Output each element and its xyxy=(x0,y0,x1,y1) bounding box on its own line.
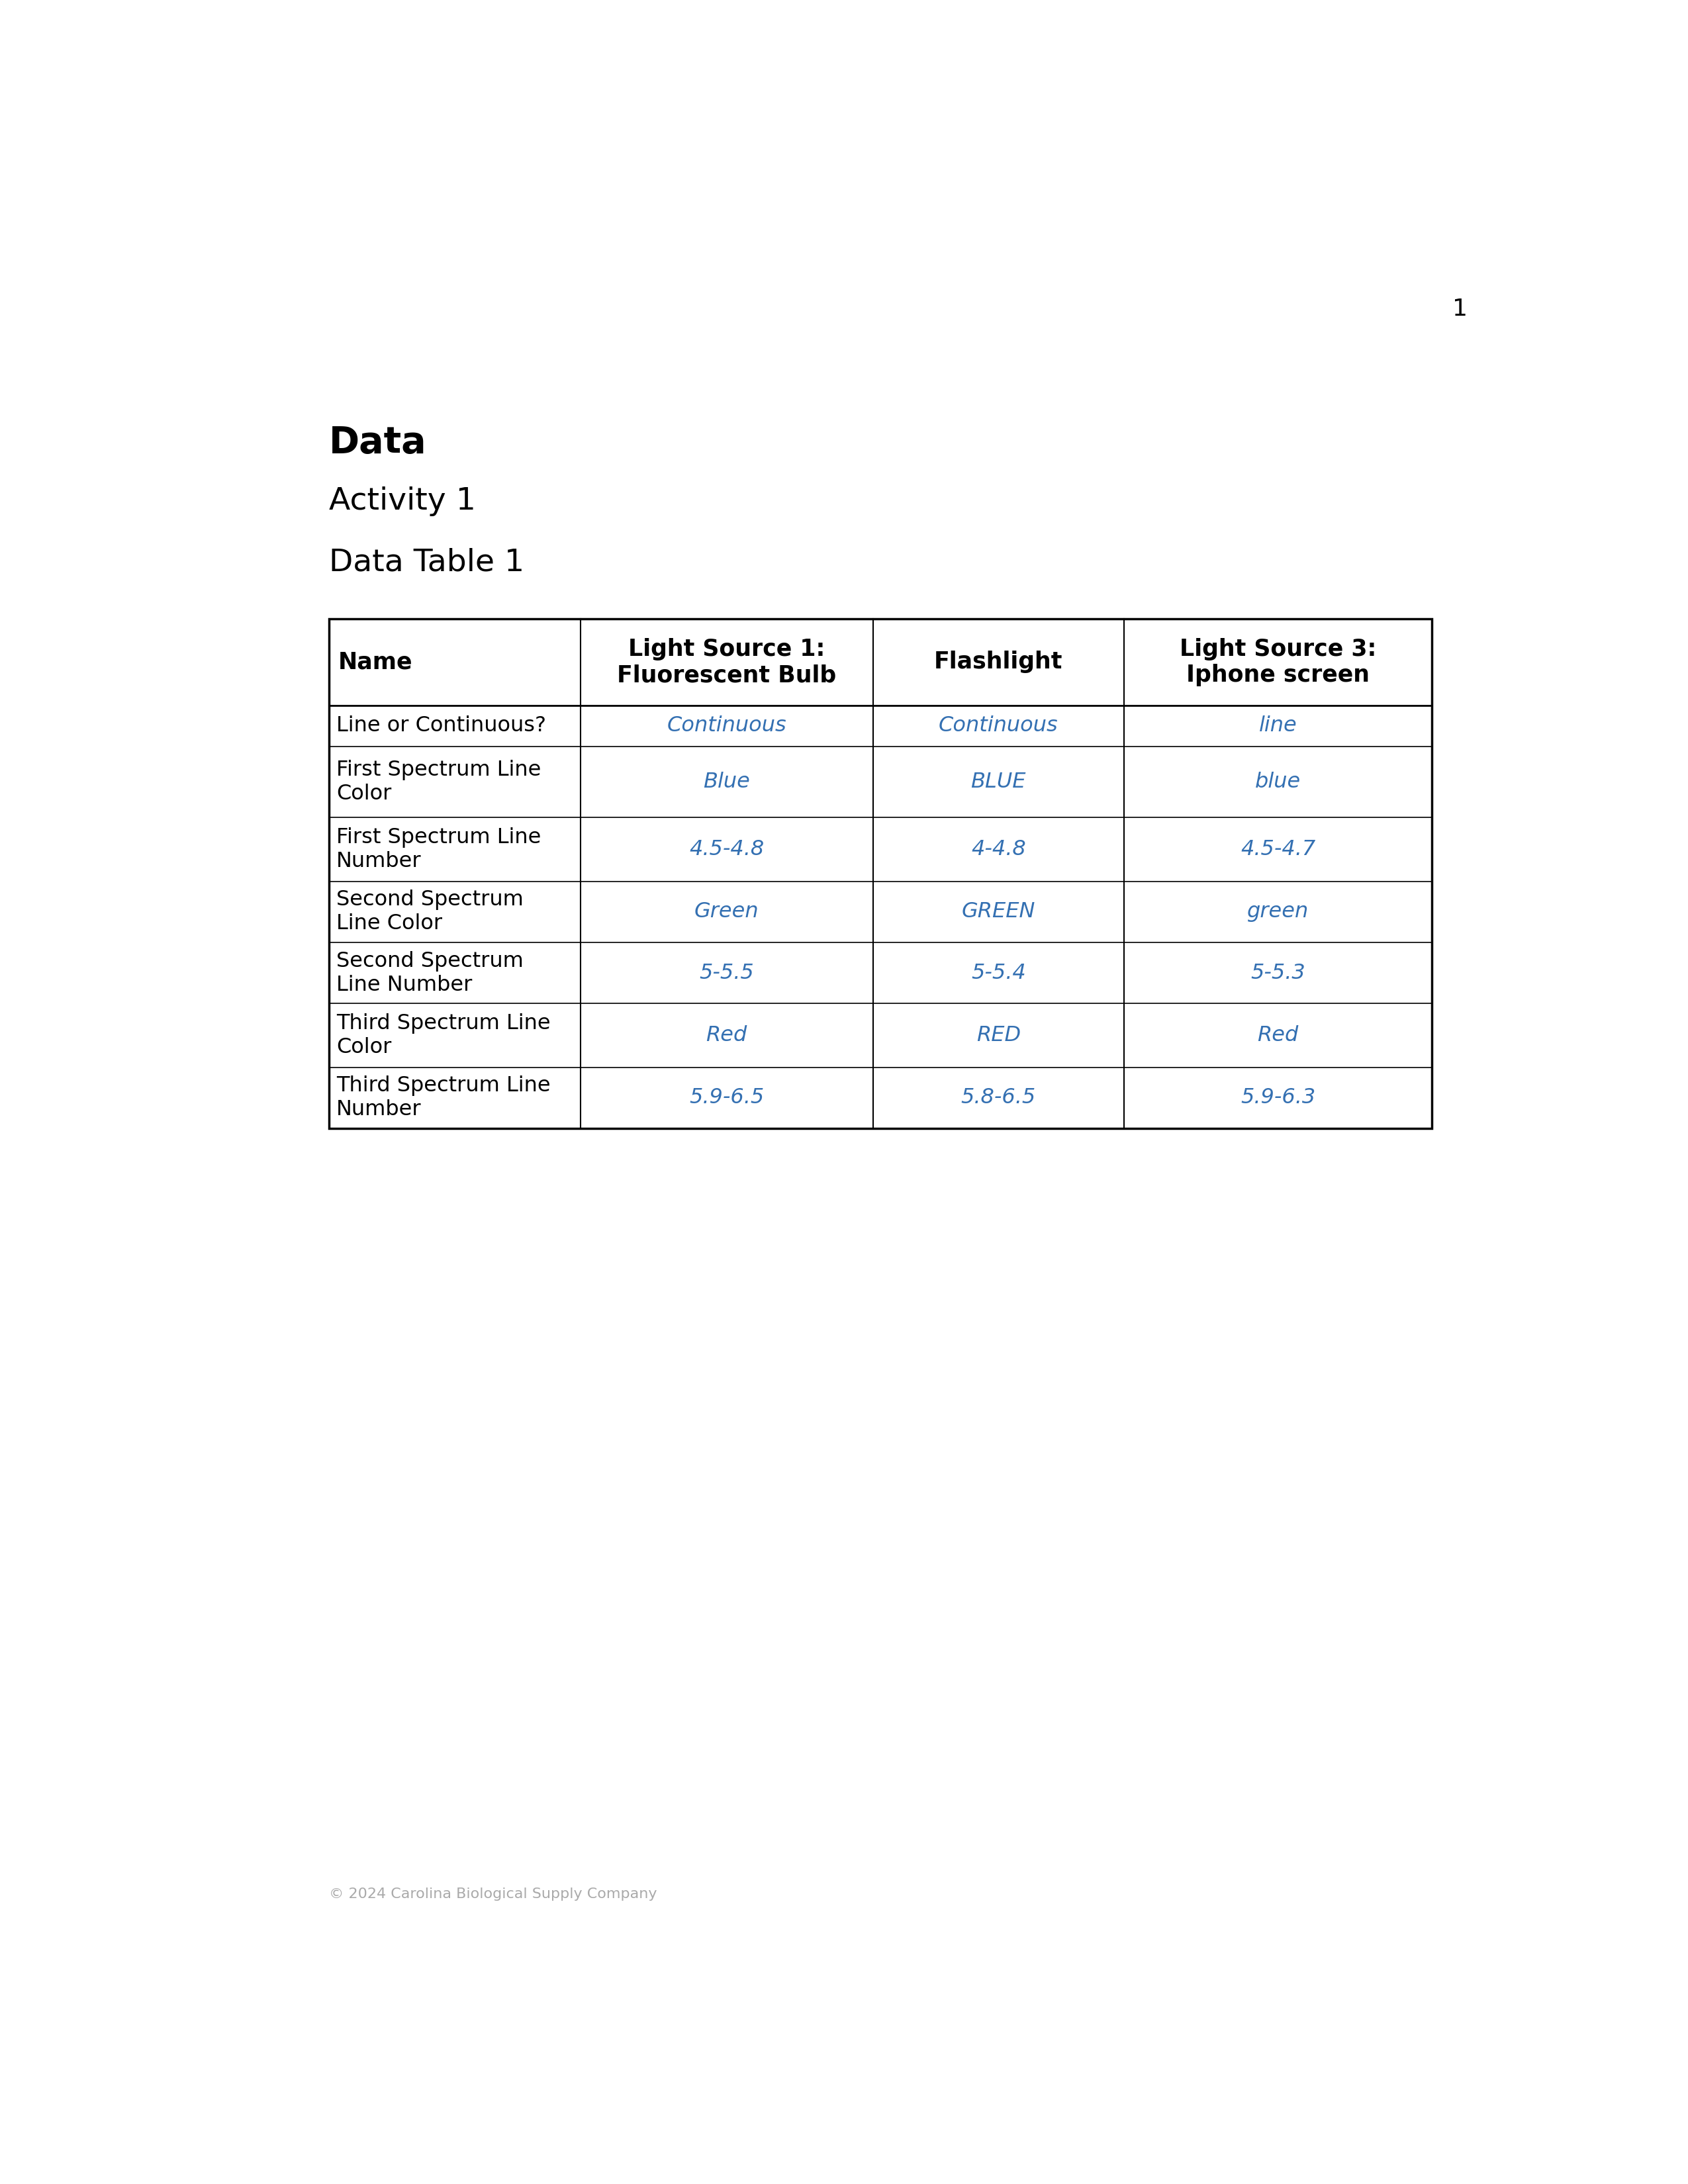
Text: Continuous: Continuous xyxy=(667,716,787,736)
Text: 5-5.3: 5-5.3 xyxy=(1251,963,1305,983)
Text: line: line xyxy=(1259,716,1296,736)
Text: Second Spectrum
Line Number: Second Spectrum Line Number xyxy=(336,950,523,996)
Text: Light Source 3:
Iphone screen: Light Source 3: Iphone screen xyxy=(1180,638,1376,686)
Text: Activity 1: Activity 1 xyxy=(329,487,476,515)
Text: Green: Green xyxy=(694,902,760,922)
Text: GREEN: GREEN xyxy=(962,902,1035,922)
Text: 5.9-6.5: 5.9-6.5 xyxy=(689,1088,765,1107)
Text: Red: Red xyxy=(706,1024,748,1046)
Text: 5-5.4: 5-5.4 xyxy=(971,963,1026,983)
Text: RED: RED xyxy=(976,1024,1021,1046)
Text: Red: Red xyxy=(1258,1024,1298,1046)
Text: 1: 1 xyxy=(1453,297,1469,321)
Text: © 2024 Carolina Biological Supply Company: © 2024 Carolina Biological Supply Compan… xyxy=(329,1887,657,1900)
Text: Line or Continuous?: Line or Continuous? xyxy=(336,716,545,736)
Text: 5.8-6.5: 5.8-6.5 xyxy=(960,1088,1036,1107)
Text: green: green xyxy=(1247,902,1308,922)
Text: Third Spectrum Line
Number: Third Spectrum Line Number xyxy=(336,1077,550,1120)
Text: 5.9-6.3: 5.9-6.3 xyxy=(1241,1088,1315,1107)
Text: Continuous: Continuous xyxy=(939,716,1058,736)
Text: Data: Data xyxy=(329,426,427,461)
Text: Second Spectrum
Line Color: Second Spectrum Line Color xyxy=(336,889,523,935)
Text: Name: Name xyxy=(338,651,412,673)
Text: First Spectrum Line
Number: First Spectrum Line Number xyxy=(336,828,540,871)
Text: Data Table 1: Data Table 1 xyxy=(329,548,525,577)
Text: 4-4.8: 4-4.8 xyxy=(971,839,1026,860)
Text: Flashlight: Flashlight xyxy=(933,651,1063,673)
Text: Light Source 1:
Fluorescent Bulb: Light Source 1: Fluorescent Bulb xyxy=(616,638,836,686)
Text: BLUE: BLUE xyxy=(971,771,1026,793)
Text: 4.5-4.7: 4.5-4.7 xyxy=(1241,839,1315,860)
Text: Third Spectrum Line
Color: Third Spectrum Line Color xyxy=(336,1013,550,1057)
Text: 4.5-4.8: 4.5-4.8 xyxy=(689,839,765,860)
Text: Blue: Blue xyxy=(704,771,749,793)
Text: First Spectrum Line
Color: First Spectrum Line Color xyxy=(336,760,540,804)
Text: 5-5.5: 5-5.5 xyxy=(699,963,755,983)
Bar xyxy=(329,618,1431,1129)
Text: blue: blue xyxy=(1256,771,1301,793)
